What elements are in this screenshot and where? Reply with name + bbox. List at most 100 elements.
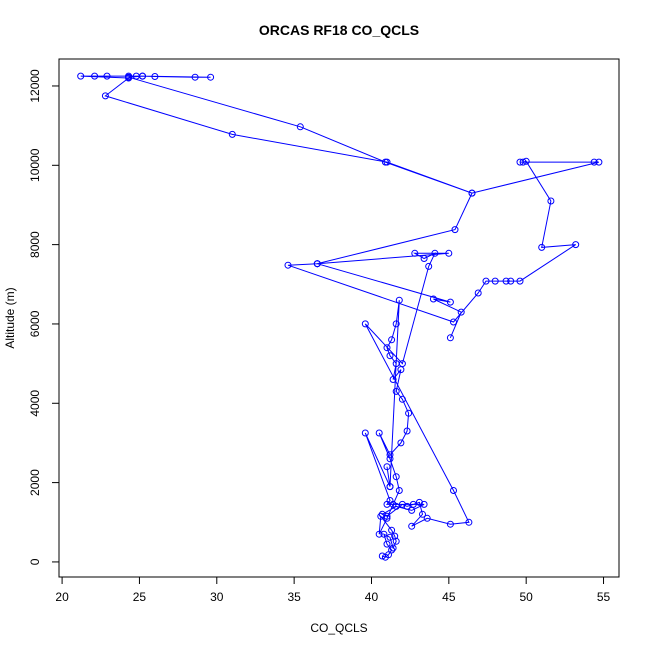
data-point — [468, 189, 476, 197]
data-point — [547, 197, 555, 205]
data-point — [409, 500, 417, 508]
data-point — [397, 439, 405, 447]
data-point — [103, 72, 111, 80]
data-point — [451, 226, 459, 234]
data-point — [397, 366, 405, 374]
data-point — [431, 249, 439, 257]
data-point — [405, 409, 413, 417]
data-point — [429, 295, 437, 303]
data-point — [375, 530, 383, 538]
data-point — [391, 532, 399, 540]
data-point — [415, 498, 423, 506]
data-point — [386, 483, 394, 491]
data-point — [395, 487, 403, 494]
data-point — [101, 92, 109, 100]
data-point — [386, 455, 394, 463]
data-point — [383, 500, 391, 508]
data-point — [446, 334, 454, 342]
data-point — [313, 260, 321, 268]
data-point — [445, 249, 453, 257]
data-point — [388, 546, 396, 554]
data-point — [450, 318, 457, 326]
chart-title: ORCAS RF18 CO_QCLS — [259, 22, 419, 38]
y-tick-label: 10000 — [28, 148, 42, 182]
y-axis-title: Altitude (m) — [3, 287, 17, 348]
data-point — [383, 512, 391, 520]
data-point — [398, 395, 406, 403]
data-point — [491, 277, 499, 285]
data-point — [388, 336, 396, 344]
data-point — [91, 72, 99, 80]
x-tick-label: 20 — [55, 590, 69, 604]
data-point — [420, 255, 428, 262]
data-point — [139, 72, 146, 80]
data-point — [191, 73, 199, 81]
data-point — [519, 158, 527, 166]
data-point — [296, 123, 304, 131]
y-tick-label: 2000 — [28, 469, 42, 496]
data-point — [386, 533, 394, 541]
x-tick-label: 45 — [442, 590, 456, 604]
data-point — [516, 158, 524, 166]
y-tick-label: 8000 — [28, 231, 42, 258]
data-point — [392, 473, 400, 481]
x-axis: 20 25 30 35 40 45 50 55 — [55, 576, 611, 604]
data-point — [132, 72, 140, 80]
data-point — [398, 500, 406, 508]
y-tick-label: 0 — [28, 558, 42, 565]
data-point — [507, 277, 515, 285]
x-tick-label: 25 — [133, 590, 147, 604]
data-point — [538, 243, 546, 251]
data-point — [423, 514, 431, 522]
data-point — [392, 502, 400, 510]
data-point — [386, 451, 394, 459]
data-point — [502, 277, 510, 285]
y-axis: 0 2000 4000 6000 8000 10000 12000 — [28, 69, 60, 565]
series-layer — [77, 72, 603, 561]
data-point — [389, 376, 397, 383]
data-point — [465, 518, 473, 526]
data-point — [590, 158, 598, 166]
data-point — [383, 514, 391, 522]
data-point — [383, 540, 391, 548]
data-point — [392, 387, 400, 395]
data-point — [284, 261, 292, 269]
data-point — [378, 510, 386, 518]
data-point — [392, 360, 400, 368]
data-point — [381, 158, 389, 166]
data-point — [125, 73, 133, 81]
x-tick-label: 50 — [520, 590, 534, 604]
data-point — [398, 360, 406, 368]
data-point — [388, 526, 396, 534]
x-tick-label: 35 — [287, 590, 301, 604]
data-point — [482, 277, 490, 285]
data-point — [403, 427, 411, 435]
data-point — [419, 510, 426, 518]
data-point — [77, 72, 85, 80]
data-point — [403, 502, 411, 510]
data-point — [207, 73, 215, 81]
data-point — [457, 308, 465, 316]
data-point — [361, 320, 369, 328]
data-point — [425, 262, 433, 270]
data-point — [386, 352, 394, 360]
data-point — [595, 158, 603, 166]
series-line — [80, 75, 600, 558]
data-point — [411, 249, 419, 257]
data-point — [395, 296, 403, 304]
x-tick-label: 30 — [210, 590, 224, 604]
data-point — [516, 277, 524, 285]
data-point — [474, 289, 482, 297]
data-point — [361, 429, 369, 437]
data-point — [392, 320, 400, 328]
x-tick-label: 40 — [365, 590, 379, 604]
data-point — [383, 344, 391, 352]
x-axis-title: CO_QCLS — [310, 621, 367, 635]
data-point — [383, 463, 391, 471]
data-point — [228, 130, 236, 138]
data-point — [151, 73, 159, 80]
data-point — [420, 500, 428, 508]
